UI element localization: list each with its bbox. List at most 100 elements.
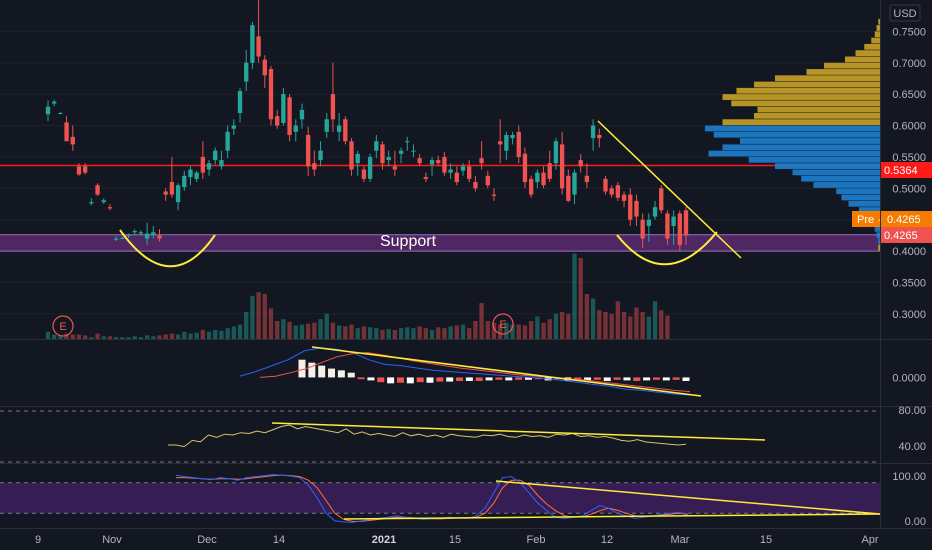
candle-body — [578, 160, 583, 167]
volume-bar — [386, 329, 391, 339]
candle-body — [380, 144, 385, 164]
volume-bar — [182, 331, 187, 339]
macd-histogram-bar — [593, 377, 601, 380]
volume-profile-bar — [801, 175, 880, 182]
macd-histogram-bar — [396, 377, 404, 383]
macd-histogram-bar — [475, 377, 483, 381]
macd-histogram-bar — [426, 377, 434, 383]
candle-body — [491, 194, 497, 196]
volume-bar — [392, 330, 398, 339]
last-price-value: 0.4265 — [884, 230, 918, 242]
candle-body — [628, 194, 633, 220]
candle-body — [70, 136, 75, 145]
volume-bar — [665, 315, 670, 339]
candle-body — [299, 109, 305, 120]
price-axis[interactable]: 0.75000.70000.65000.60000.55000.50000.45… — [892, 3, 926, 321]
candle-body — [677, 213, 682, 245]
support-label: Support — [380, 233, 437, 250]
volume-bar — [244, 312, 249, 339]
volume-bar — [411, 328, 416, 339]
oscillator-pane[interactable]: 80.00 40.00 — [0, 405, 926, 463]
candle-body — [120, 237, 125, 239]
candle-body — [367, 156, 373, 179]
volume-bar — [305, 323, 311, 339]
candle-body — [411, 150, 416, 152]
volume-bar — [646, 316, 652, 339]
stochastic-lower-trendline — [343, 513, 881, 520]
earnings-marker-2[interactable]: E — [492, 313, 514, 335]
volume-bar — [275, 321, 280, 339]
macd-histogram-bar — [406, 377, 414, 384]
volume-bar — [213, 330, 218, 339]
volume-profile-bar — [722, 144, 880, 151]
candle-body — [646, 219, 652, 226]
macd-histogram-bar — [652, 377, 660, 380]
candle-body — [231, 125, 236, 129]
volume-bar — [510, 324, 515, 339]
candle-body — [460, 166, 466, 171]
volume-bar — [355, 328, 360, 339]
earnings-marker-1[interactable]: E — [52, 315, 74, 337]
volume-bar — [405, 327, 410, 339]
candle-body — [138, 232, 144, 234]
volume-bar — [194, 332, 199, 339]
candle-body — [293, 125, 298, 132]
candle-body — [479, 158, 484, 164]
macd-histogram-bar — [495, 377, 503, 380]
candle-body — [584, 175, 590, 183]
volume-bar — [634, 307, 639, 339]
currency-label: USD — [893, 8, 916, 20]
candle-body — [652, 207, 658, 217]
volume-bar — [95, 333, 100, 339]
time-tick-label: Dec — [197, 534, 217, 546]
candle-body — [76, 166, 82, 175]
time-axis[interactable]: 9 Nov Dec 14 2021 15 Feb 12 Mar 15 Apr — [35, 534, 879, 546]
descending-trendline — [597, 120, 742, 259]
volume-bar — [126, 337, 131, 339]
candle-body — [237, 91, 243, 113]
stochastic-tick-label: 100.00 — [892, 471, 926, 483]
time-tick-label: 15 — [760, 534, 772, 546]
volume-bar — [219, 330, 224, 339]
volume-bar — [256, 292, 261, 339]
volume-profile-bar — [757, 106, 880, 113]
candle-body — [312, 163, 317, 170]
volume-bar — [367, 327, 373, 339]
stochastic-pane[interactable]: 100.00 0.00 — [0, 471, 926, 528]
volume-bar — [485, 321, 490, 339]
candle-body — [448, 169, 453, 173]
volume-bar — [58, 335, 63, 339]
candle-body — [634, 200, 639, 217]
candle-body — [572, 172, 577, 195]
candle-body — [64, 122, 69, 142]
volume-profile-bar — [848, 200, 880, 207]
candle-body — [101, 200, 106, 203]
earnings-marker-label: E — [499, 319, 506, 331]
candle-body — [182, 175, 187, 188]
stochastic-band — [0, 482, 880, 514]
volume-profile-bar — [878, 244, 880, 251]
candle-body — [287, 97, 292, 135]
candle-body — [336, 125, 342, 132]
volume-bars — [45, 253, 670, 339]
macd-histogram-bar — [416, 377, 424, 383]
volume-bar — [621, 312, 627, 339]
candle-body — [89, 202, 94, 204]
volume-profile-bar — [722, 94, 880, 100]
candle-body — [485, 175, 490, 186]
candlestick-series — [45, 0, 689, 252]
candle-body — [417, 158, 422, 164]
volume-bar — [262, 294, 267, 339]
volume-bar — [442, 328, 447, 339]
candle-body — [318, 150, 323, 161]
volume-profile-bar — [824, 62, 880, 69]
volume-bar — [268, 308, 274, 339]
volume-bar — [101, 336, 106, 339]
volume-profile-bar — [864, 43, 880, 50]
volume-profile-bar — [813, 182, 880, 188]
volume-bar — [479, 303, 484, 339]
volume-bar — [188, 333, 193, 339]
volume-bar — [541, 322, 546, 339]
candle-body — [355, 153, 360, 164]
